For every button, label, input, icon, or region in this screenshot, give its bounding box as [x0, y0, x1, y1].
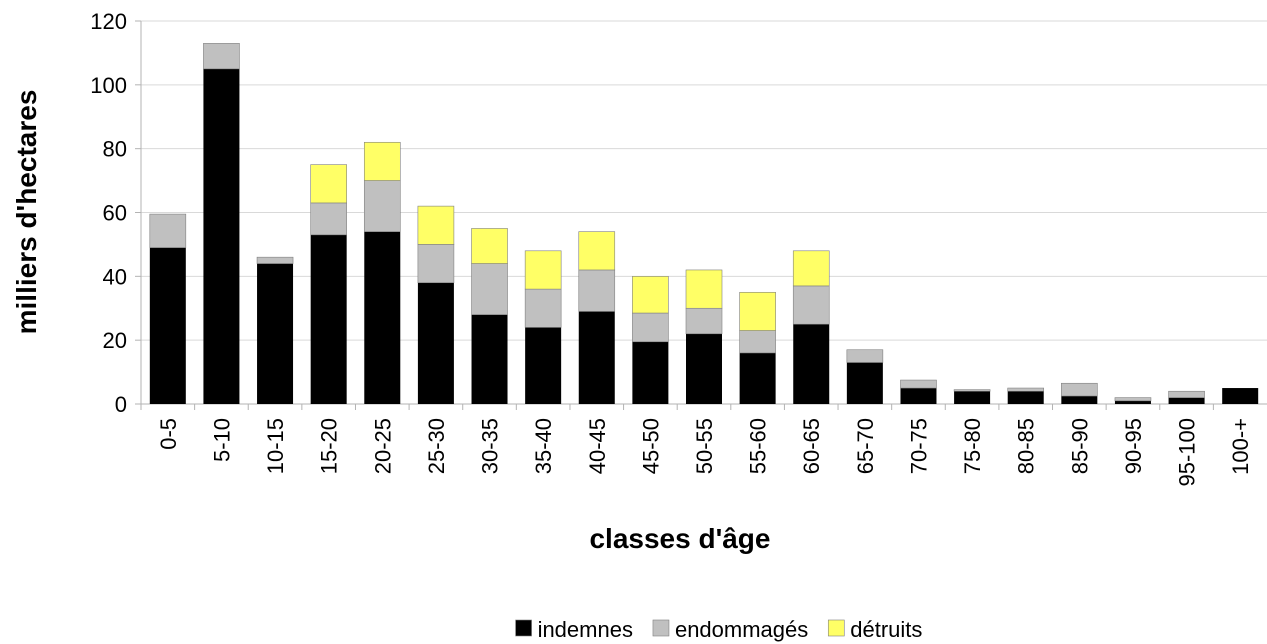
- bar-segment: [632, 276, 669, 314]
- bar-segment: [1007, 387, 1045, 392]
- bar-segment: [685, 269, 723, 309]
- legend-swatch: [827, 619, 845, 637]
- y-tick-label: 120: [90, 9, 127, 34]
- bar-segment: [739, 291, 776, 331]
- x-tick-label: 65-70: [853, 418, 878, 474]
- x-tick-label: 75-80: [960, 418, 985, 474]
- y-tick-label: 60: [103, 201, 127, 226]
- y-tick-label: 20: [103, 328, 127, 353]
- bar-segment: [953, 389, 991, 392]
- bar-segment: [792, 285, 830, 325]
- x-tick-label: 100-+: [1228, 418, 1253, 475]
- legend-label: endommagés: [675, 617, 808, 642]
- bar-segment: [417, 244, 455, 284]
- x-tick-label: 85-90: [1067, 418, 1092, 474]
- bar-segment: [471, 228, 508, 264]
- x-axis-title: classes d'âge: [589, 523, 770, 554]
- legend-label: indemnes: [538, 617, 633, 642]
- bar-segment: [792, 250, 830, 287]
- bar-segment: [471, 263, 508, 315]
- bar-segment: [363, 180, 401, 232]
- bar-segment: [203, 68, 240, 404]
- x-tick-label: 15-20: [317, 418, 342, 474]
- bar-segment: [310, 164, 347, 204]
- y-tick-label: 100: [90, 73, 127, 98]
- bar-segment: [417, 282, 454, 404]
- bar-segment: [525, 327, 562, 404]
- bar-segment: [524, 288, 562, 328]
- bar-segment: [1007, 391, 1044, 404]
- x-tick-label: 40-45: [585, 418, 610, 474]
- bar-segment: [203, 43, 240, 70]
- bar-segment: [363, 141, 401, 181]
- bar-segment: [578, 269, 616, 312]
- bar-segment: [149, 213, 187, 248]
- y-tick-label: 0: [115, 392, 127, 417]
- bar-segment: [1061, 396, 1098, 404]
- bar-segment: [256, 256, 294, 264]
- x-tick-label: 55-60: [746, 418, 771, 474]
- bar-segment: [739, 330, 776, 354]
- bar-segment: [1222, 388, 1259, 404]
- bar-segment: [1061, 382, 1098, 397]
- bar-segment: [257, 263, 294, 404]
- bar-segment: [685, 307, 723, 335]
- bar-segment: [471, 314, 508, 404]
- bar-segment: [686, 333, 722, 404]
- bar-segment: [954, 391, 991, 404]
- bar-segment: [1168, 397, 1205, 404]
- x-tick-label: 0-5: [156, 418, 181, 450]
- x-tick-label: 60-65: [799, 418, 824, 474]
- x-tick-label: 90-95: [1121, 418, 1146, 474]
- x-tick-label: 70-75: [906, 418, 931, 474]
- y-tick-label: 40: [103, 264, 127, 289]
- bar-segment: [578, 231, 616, 271]
- bar-segment: [900, 388, 937, 404]
- bar-segment: [417, 205, 455, 245]
- bar-segment: [310, 202, 347, 236]
- bar-segment: [1168, 390, 1205, 398]
- bar-segment: [364, 231, 401, 404]
- y-tick-label: 80: [103, 137, 127, 162]
- bar-segment: [310, 234, 347, 404]
- x-tick-label: 20-25: [370, 418, 395, 474]
- bar-segment: [578, 311, 615, 404]
- x-tick-label: 25-30: [424, 418, 449, 474]
- bar-segment: [1114, 400, 1151, 404]
- y-axis-title: milliers d'hectares: [11, 90, 42, 335]
- legend-label: détruits: [850, 617, 922, 642]
- bar-segment: [793, 324, 830, 404]
- x-tick-label: 30-35: [478, 418, 503, 474]
- bar-segment: [524, 250, 562, 290]
- x-tick-label: 95-100: [1175, 418, 1200, 487]
- bar-segment: [739, 352, 776, 404]
- legend-swatch: [652, 619, 670, 637]
- bar-segment: [632, 341, 669, 404]
- bar-segment: [1114, 397, 1152, 402]
- bar-segment: [846, 362, 883, 404]
- bar-segment: [632, 312, 669, 343]
- bar-segment: [846, 349, 884, 363]
- x-tick-label: 35-40: [531, 418, 556, 474]
- x-tick-label: 10-15: [263, 418, 288, 474]
- legend-swatch: [515, 619, 532, 637]
- x-tick-label: 50-55: [692, 418, 717, 474]
- x-tick-label: 5-10: [209, 418, 234, 462]
- bar-segment: [149, 247, 186, 404]
- bar-segment: [900, 379, 937, 389]
- x-tick-label: 80-85: [1014, 418, 1039, 474]
- x-tick-label: 45-50: [638, 418, 663, 474]
